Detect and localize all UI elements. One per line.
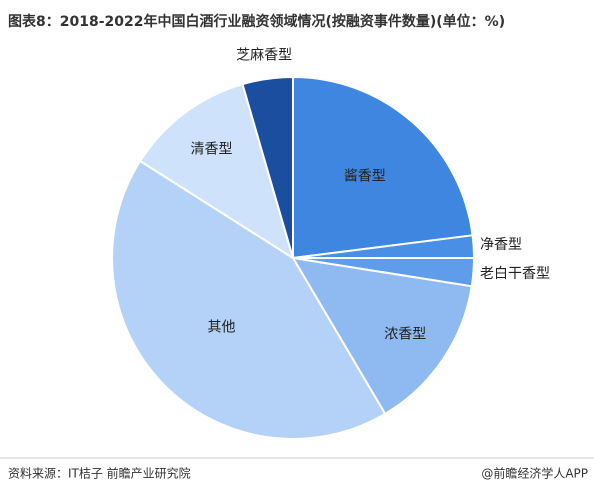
pie-slice	[291, 256, 473, 416]
slice-label: 浓香型	[384, 326, 426, 342]
slice-label: 净香型	[480, 237, 522, 253]
credit: @前瞻经济学人APP	[481, 466, 588, 481]
pie-slice	[111, 159, 387, 440]
slice-label: 清香型	[190, 141, 232, 157]
pie-slice	[241, 75, 294, 259]
source: 资料来源：IT桔子 前瞻产业研究院	[8, 466, 191, 481]
pie-slice	[292, 75, 474, 260]
slice-label: 芝麻香型	[236, 48, 292, 64]
slice-label: 老白干香型	[480, 266, 550, 282]
slice-label: 酱香型	[344, 169, 386, 185]
slice-label: 其他	[208, 319, 236, 335]
chart-title: 图表8：2018-2022年中国白酒行业融资领域情况(按融资事件数量)(单位：%…	[8, 13, 505, 30]
